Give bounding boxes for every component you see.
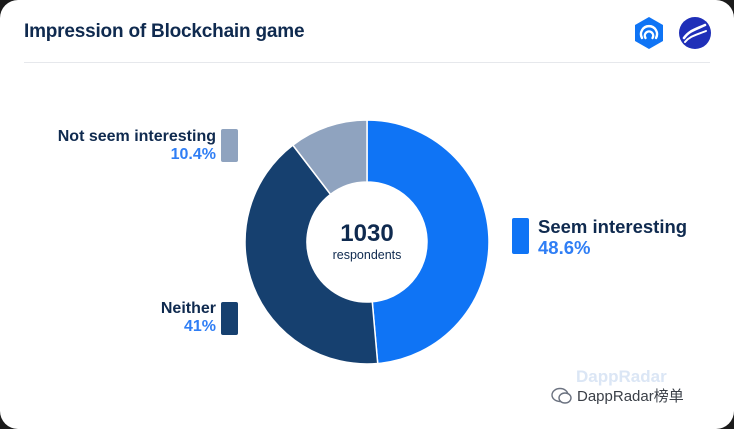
slice-neither [244,144,379,365]
slice-not-seem-interesting [291,119,368,196]
slice-seem-interesting [366,119,490,365]
swatch-seem-interesting [512,218,529,254]
header-divider [24,62,710,63]
legend-value: 48.6% [538,237,591,258]
chart-title: Impression of Blockchain game [24,21,305,42]
legend-value: 10.4% [170,146,216,163]
label-neither: Neither 41% [120,300,216,336]
brand-wave-icon [679,17,711,49]
dappradar-icon [635,17,663,49]
label-not-seem-interesting: Not seem interesting 10.4% [48,128,216,164]
label-seem-interesting: Seem interesting 48.6% [538,216,687,258]
center-label: respondents [332,248,402,262]
legend-name: Neither [160,300,216,317]
legend-name: Seem interesting [538,216,688,237]
wechat-icon [551,387,572,404]
legend-name: Not seem interesting [57,128,216,145]
watermark-ghost: DappRadar [576,367,667,386]
swatch-neither [221,302,238,335]
watermark-text: DappRadar榜单 [577,388,684,405]
center-total: 1030 [340,220,394,247]
swatch-not-seem-interesting [221,129,238,162]
legend-value: 41% [183,318,216,335]
